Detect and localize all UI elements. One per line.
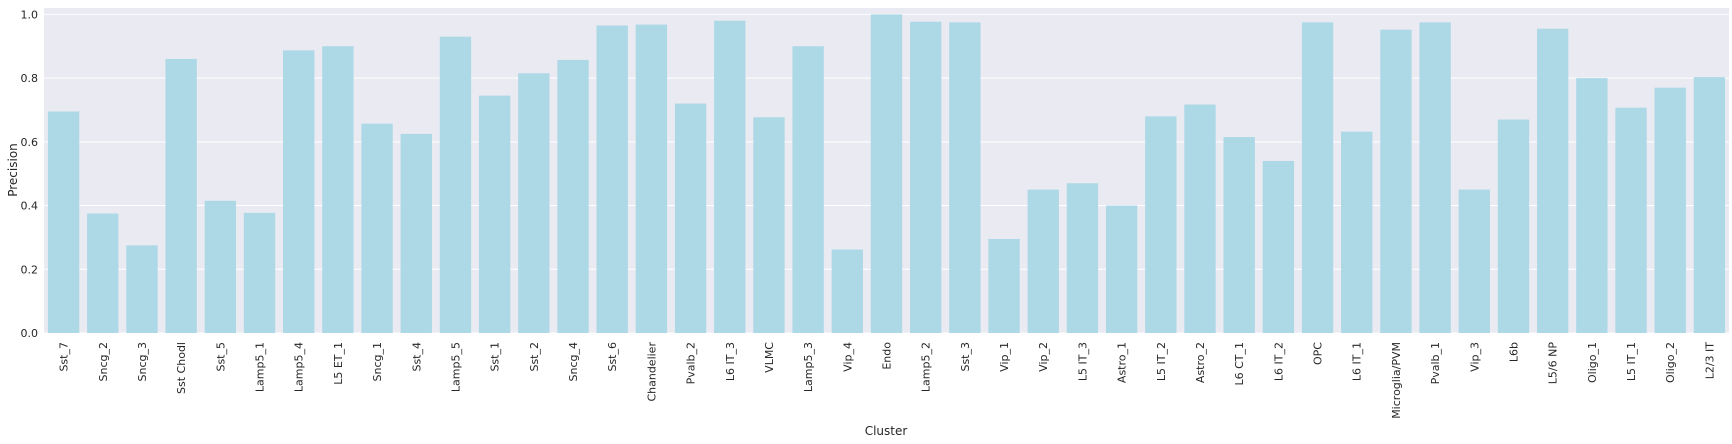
bar (1693, 77, 1726, 334)
bar (792, 46, 824, 334)
y-tick-label: 0.6 (21, 136, 39, 149)
bar (596, 25, 628, 334)
y-tick-label: 0.4 (21, 200, 39, 213)
x-tick-label: Chandelier (645, 342, 658, 402)
y-tick-label: 0.2 (21, 263, 39, 276)
bar (557, 59, 589, 333)
bar (1223, 137, 1255, 333)
x-tick-label: L6 IT_2 (1272, 342, 1285, 381)
x-axis-label: Cluster (865, 424, 908, 438)
x-tick-label: L6b (1507, 342, 1520, 362)
x-tick-label: Pvalb_1 (1429, 342, 1442, 384)
bar (165, 58, 197, 333)
x-tick-label: Microglia/PVM (1390, 342, 1403, 419)
bar (1615, 107, 1647, 333)
x-tick-labels: Sst_7 Sncg_2 Sncg_3 Sst Chodl Sst_5 Lamp5_1 La… (58, 342, 1717, 419)
bars (47, 14, 1726, 334)
x-tick-label: Sncg_4 (567, 342, 580, 381)
bar (753, 117, 785, 333)
bar (714, 20, 746, 334)
x-tick-label: L5 IT_3 (1076, 342, 1089, 381)
x-tick-label: Lamp5_2 (920, 342, 933, 392)
x-tick-label: Vip_1 (998, 342, 1011, 372)
bar (1145, 116, 1177, 333)
bar (1458, 189, 1490, 333)
x-tick-label: Endo (881, 342, 894, 370)
bar (1536, 28, 1569, 333)
bar (87, 213, 119, 333)
x-tick-label: Sst_3 (959, 342, 972, 372)
x-tick-label: L6 IT_1 (1351, 342, 1364, 381)
x-tick-label: OPC (1312, 342, 1325, 365)
bar (870, 14, 903, 333)
x-tick-label: Lamp5_3 (802, 342, 815, 392)
x-tick-label: Sncg_3 (136, 342, 149, 381)
x-tick-label: Sncg_1 (371, 342, 384, 381)
bar (1301, 22, 1334, 334)
bar (1066, 183, 1099, 333)
x-tick-label: VLMC (763, 342, 776, 373)
bar (1262, 160, 1295, 333)
bar (1497, 119, 1530, 333)
bar (1341, 131, 1373, 333)
bar (1576, 78, 1608, 333)
bar (439, 36, 472, 333)
x-tick-label: Astro_1 (1116, 342, 1129, 383)
x-tick-label: Sst_6 (606, 342, 619, 372)
x-tick-label: Lamp5_1 (254, 342, 267, 392)
bar (1419, 22, 1451, 334)
bar (1105, 205, 1138, 333)
x-tick-label: Sst_5 (214, 342, 227, 372)
x-tick-label: Sst_2 (528, 342, 541, 372)
y-tick-label: 0.8 (21, 72, 39, 85)
x-tick-label: Sst_7 (58, 342, 71, 372)
y-tick-label: 1.0 (21, 8, 39, 21)
x-tick-label: Sst_4 (410, 342, 423, 372)
x-tick-label: Lamp5_4 (293, 342, 306, 392)
bar (910, 21, 942, 333)
y-tick-labels: 0.0 0.2 0.4 0.6 0.8 1.0 (21, 8, 39, 340)
x-tick-label: Lamp5_5 (449, 342, 462, 392)
bar (831, 249, 863, 333)
x-tick-label: L5/6 NP (1547, 342, 1560, 385)
x-tick-label: L6 CT_1 (1233, 342, 1246, 386)
bar (1184, 104, 1216, 333)
x-tick-label: Oligo_1 (1586, 342, 1599, 383)
bar (635, 24, 668, 333)
x-tick-label: Sncg_2 (97, 342, 110, 381)
y-axis-label: Precision (6, 143, 20, 197)
bar (1654, 87, 1686, 333)
bar (988, 239, 1020, 333)
bar (1380, 29, 1412, 334)
bar (47, 111, 80, 333)
x-tick-label: Astro_2 (1194, 342, 1207, 383)
bar (400, 133, 432, 333)
bar (243, 212, 276, 333)
x-tick-label: Oligo_2 (1664, 342, 1677, 383)
bar (478, 95, 511, 333)
x-tick-label: Vip_2 (1037, 342, 1050, 372)
x-tick-label: Vip_4 (841, 342, 854, 372)
bar (283, 50, 315, 334)
bar (126, 245, 158, 333)
x-tick-label: L5 IT_2 (1155, 342, 1168, 381)
bar (204, 200, 237, 333)
x-tick-label: L6 IT_3 (724, 342, 737, 381)
bar (361, 123, 393, 333)
y-tick-label: 0.0 (21, 327, 39, 340)
x-tick-label: L5 IT_1 (1625, 342, 1638, 381)
x-tick-label: Sst Chodl (175, 342, 188, 394)
bar (949, 22, 981, 334)
x-tick-label: L2/3 IT (1703, 342, 1716, 380)
x-tick-label: Vip_3 (1468, 342, 1481, 372)
bar (322, 46, 354, 334)
x-tick-label: L5 ET_1 (332, 342, 345, 385)
bar (674, 103, 707, 334)
x-tick-label: Sst_1 (489, 342, 502, 372)
x-tick-label: Pvalb_2 (685, 342, 698, 384)
bar (518, 73, 550, 333)
bar (1027, 189, 1059, 333)
